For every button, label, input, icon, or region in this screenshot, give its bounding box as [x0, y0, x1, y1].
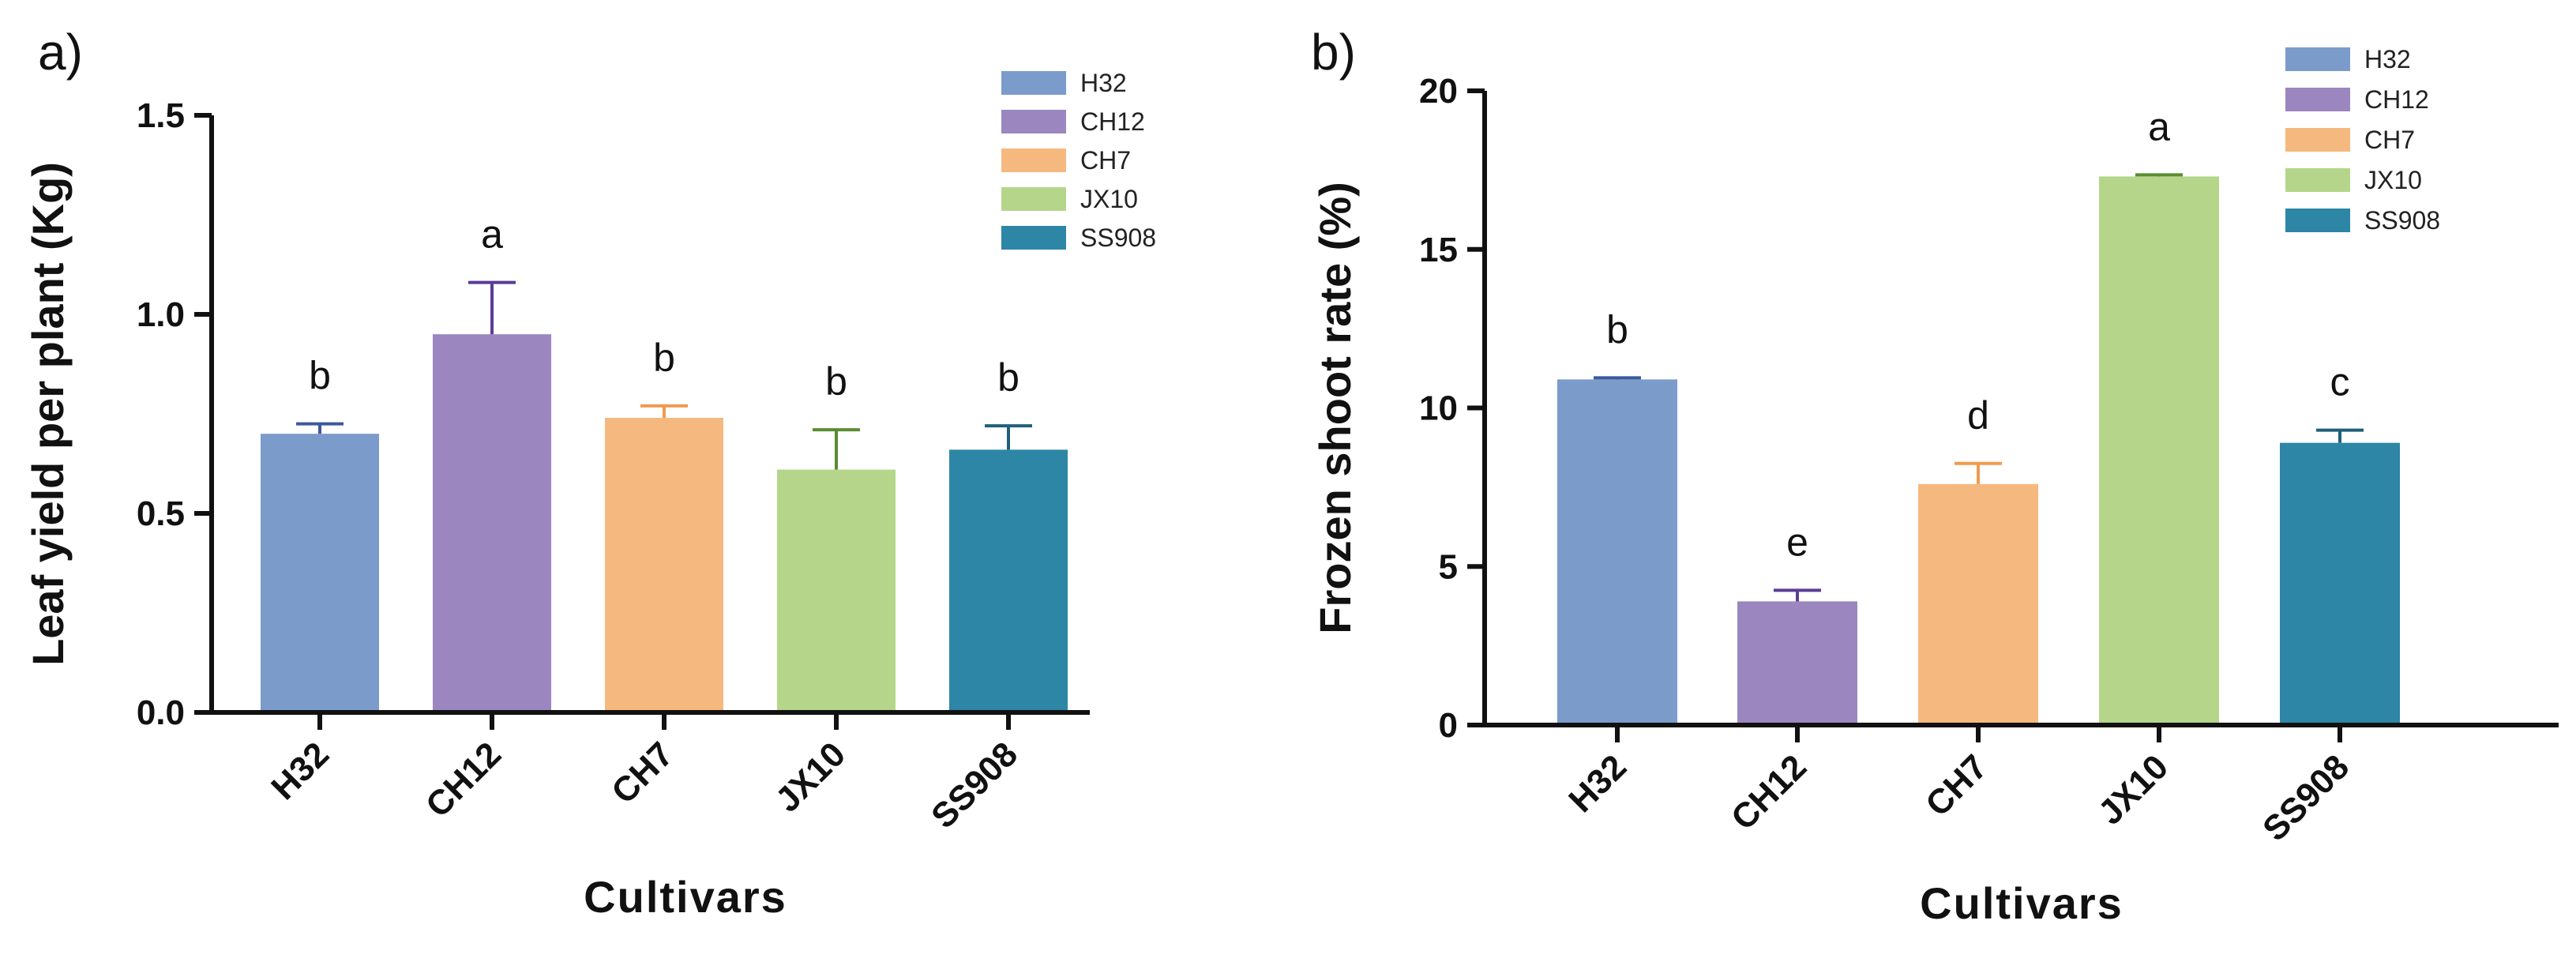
legend-swatch-a-ss908: [1001, 226, 1066, 250]
y-tick-label-a-2: 1.0: [137, 295, 185, 334]
legend-swatch-a-ch7: [1001, 148, 1066, 172]
bar-b-jx10: [2099, 176, 2219, 725]
bar-a-h32: [261, 434, 379, 712]
legend-label-a-jx10: JX10: [1080, 185, 1138, 213]
legend-swatch-a-jx10: [1001, 187, 1066, 211]
legend-label-b-ss908: SS908: [2364, 206, 2440, 235]
bar-b-ch7: [1918, 483, 2038, 725]
legend-swatch-a-h32: [1001, 71, 1066, 95]
sig-letter-a-ch7: b: [653, 336, 675, 380]
sig-letter-a-jx10: b: [825, 359, 847, 404]
sig-letter-b-ch7: d: [1967, 393, 1989, 438]
legend-b: H32 CH12 CH7 JX10 SS908: [2285, 45, 2440, 235]
legend-swatch-b-ch7: [2285, 128, 2350, 152]
y-tick-label-b-1: 5: [1439, 547, 1458, 586]
legend-swatch-b-ch12: [2285, 88, 2350, 111]
sig-letter-b-h32: b: [1606, 307, 1628, 351]
legend-label-b-h32: H32: [2364, 45, 2411, 73]
bar-a-ss908: [949, 449, 1068, 712]
y-tick-label-b-4: 20: [1419, 72, 1458, 111]
y-tick-label-b-0: 0: [1439, 706, 1458, 745]
panel-label-b: b): [1311, 24, 1356, 81]
x-tick-label-b-h32: H32: [1561, 747, 1634, 820]
bar-a-jx10: [777, 469, 896, 712]
legend-label-b-ch12: CH12: [2364, 85, 2429, 114]
bar-a-ch12: [433, 334, 551, 712]
bar-b-ch12: [1737, 601, 1857, 725]
x-axis-title-b: Cultivars: [1920, 878, 2124, 928]
legend-swatch-a-ch12: [1001, 110, 1066, 133]
sig-letter-a-ch12: a: [481, 212, 503, 257]
x-tick-label-a-jx10: JX10: [768, 735, 853, 819]
x-axis-title-a: Cultivars: [584, 872, 787, 922]
x-tick-label-b-ch12: CH12: [1724, 747, 1814, 837]
y-axis-title-b: Frozen shoot rate (%): [1310, 182, 1360, 633]
legend-a: H32 CH12 CH7 JX10 SS908: [1001, 69, 1156, 252]
legend-swatch-b-ss908: [2285, 209, 2350, 232]
sig-letter-b-ch12: e: [1786, 520, 1808, 564]
chart-panel-b: b) b e d a c 0 5 10 15 20 H32 CH12 CH7 JX10 SS908 Frozen…: [1310, 24, 2559, 928]
chart-panel-a: a) b a b b b 0.0 0.5 1.0 1.5 H32 CH12 CH7 JX10 SS908 Le…: [23, 24, 1156, 922]
bar-b-h32: [1557, 379, 1677, 725]
legend-swatch-b-jx10: [2285, 168, 2350, 192]
y-tick-label-a-3: 1.5: [137, 96, 185, 135]
legend-label-a-h32: H32: [1080, 69, 1127, 97]
panel-label-a: a): [38, 24, 83, 81]
legend-label-a-ch7: CH7: [1080, 146, 1131, 175]
x-tick-label-b-ch7: CH7: [1918, 747, 1995, 824]
legend-swatch-b-h32: [2285, 47, 2350, 71]
bar-b-ss908: [2280, 442, 2400, 725]
legend-label-a-ch12: CH12: [1080, 107, 1145, 136]
sig-letter-a-h32: b: [309, 354, 331, 398]
legend-label-a-ss908: SS908: [1080, 224, 1156, 252]
y-tick-label-a-1: 0.5: [137, 494, 185, 533]
y-tick-label-b-2: 10: [1419, 389, 1458, 428]
legend-label-b-jx10: JX10: [2364, 166, 2422, 194]
sig-letter-b-jx10: a: [2148, 104, 2170, 148]
y-axis-title-a: Leaf yield per plant (Kg): [23, 162, 73, 666]
x-tick-label-b-ss908: SS908: [2255, 747, 2356, 848]
legend-label-b-ch7: CH7: [2364, 126, 2415, 154]
y-tick-label-b-3: 15: [1419, 231, 1458, 269]
bar-a-ch7: [605, 418, 723, 712]
x-tick-label-b-jx10: JX10: [2091, 747, 2176, 832]
x-tick-label-a-h32: H32: [264, 735, 336, 807]
y-tick-label-a-0: 0.0: [137, 693, 185, 732]
sig-letter-b-ss908: c: [2330, 360, 2350, 404]
x-tick-label-a-ch12: CH12: [419, 735, 509, 825]
sig-letter-a-ss908: b: [997, 355, 1020, 400]
x-tick-label-a-ch7: CH7: [604, 735, 681, 811]
x-tick-label-a-ss908: SS908: [924, 735, 1025, 836]
